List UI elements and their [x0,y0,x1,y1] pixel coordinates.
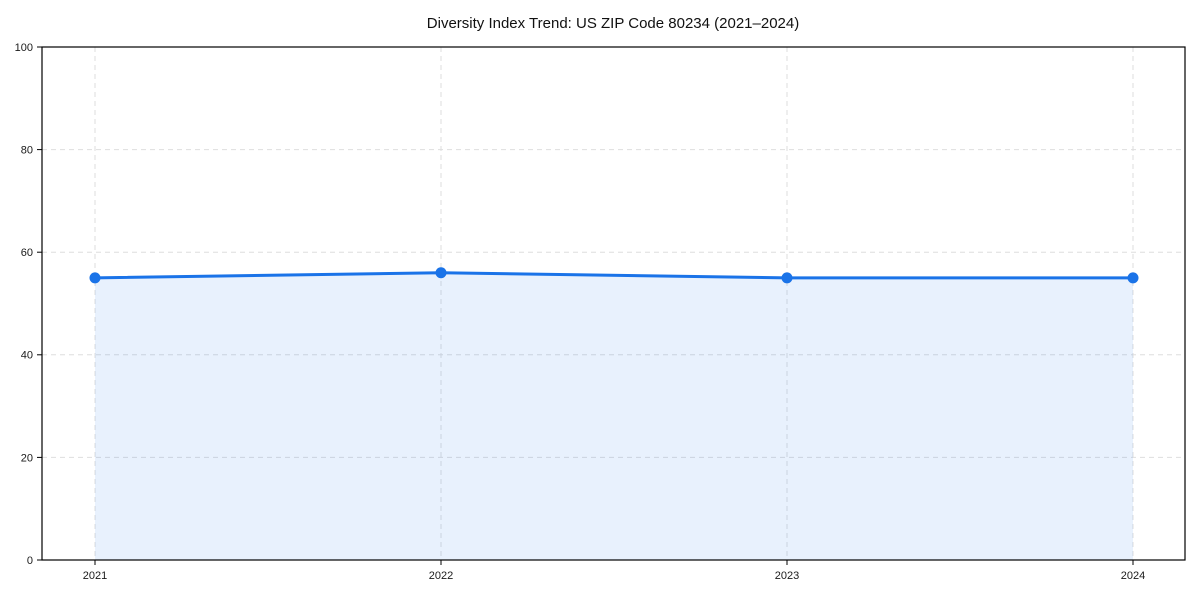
plot-border [41,46,1186,561]
y-axis-tick-label: 60 [21,247,33,259]
trend-line [93,271,1135,280]
y-axis-tick-label: 20 [21,452,33,464]
x-axis-tick-label: 2023 [775,570,799,582]
y-axis-tick-label: 100 [15,42,33,54]
x-axis-tick-label: 2024 [1121,570,1145,582]
y-axis-tick-label: 80 [21,144,33,156]
data-point [1127,272,1139,284]
chart-title: Diversity Index Trend: US ZIP Code 80234… [427,15,799,32]
x-axis-tick-label: 2021 [83,570,107,582]
x-axis-tick-label: 2022 [429,570,453,582]
data-point [781,272,793,284]
y-axis-tick-label: 40 [21,350,33,362]
area-fill [95,272,1133,560]
y-axis-tick-label: 0 [27,555,33,567]
data-point [435,267,447,279]
data-point [89,272,101,284]
